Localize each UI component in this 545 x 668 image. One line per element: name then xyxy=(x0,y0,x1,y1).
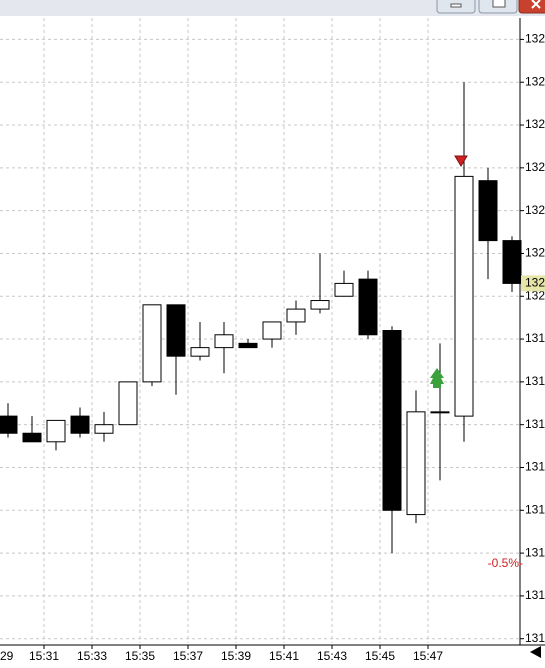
candle-body xyxy=(454,175,474,417)
y-tick-label: 132 xyxy=(525,32,545,46)
annotation: -0.5%- xyxy=(488,556,523,570)
candle-body xyxy=(358,278,378,336)
x-tick-label: 15:35 xyxy=(125,649,155,663)
x-tick-label: 15:47 xyxy=(413,649,443,663)
candle-body xyxy=(46,419,66,443)
x-tick-label: 15:43 xyxy=(317,649,347,663)
y-tick-label: 132 xyxy=(525,288,545,302)
sell-marker xyxy=(454,155,468,167)
candle-body xyxy=(22,432,42,443)
y-tick-label: 131 xyxy=(525,331,545,345)
y-tick-label: 131 xyxy=(525,545,545,559)
y-tick-label: 131 xyxy=(525,374,545,388)
y-tick-label: 132 xyxy=(525,203,545,217)
close-icon xyxy=(531,0,541,9)
candle-body xyxy=(118,381,138,426)
y-tick-label: 132 xyxy=(525,160,545,174)
candle-body xyxy=(430,411,450,414)
x-tick-label: 15:37 xyxy=(173,649,203,663)
candle-body xyxy=(166,304,186,357)
x-tick-label: 15:33 xyxy=(77,649,107,663)
minimize-icon xyxy=(450,3,462,8)
candle-body xyxy=(286,308,306,323)
candle-body xyxy=(502,240,522,284)
candle-body xyxy=(142,304,162,383)
last-price-tag xyxy=(521,275,545,292)
candle-body xyxy=(478,180,498,242)
close-button[interactable] xyxy=(518,0,545,14)
y-tick-label: 131 xyxy=(525,417,545,431)
x-tick-label: 15:45 xyxy=(365,649,395,663)
candle-body xyxy=(70,415,90,434)
y-tick-label: 131 xyxy=(525,588,545,602)
candle-body xyxy=(0,415,18,434)
y-tick-label: 131 xyxy=(525,502,545,516)
maximize-icon xyxy=(492,0,506,8)
last-price-label: 132 xyxy=(525,276,545,290)
y-tick-label: 131 xyxy=(525,631,545,645)
y-tick-label: 132 xyxy=(525,74,545,88)
candle-body xyxy=(262,321,282,340)
y-tick-label: 132 xyxy=(525,246,545,260)
title-bar xyxy=(0,0,545,16)
candle-body xyxy=(190,347,210,357)
y-tick-label: 131 xyxy=(525,460,545,474)
candle-body xyxy=(382,330,402,511)
buy-marker xyxy=(430,368,444,388)
candle-body xyxy=(214,334,234,349)
candle-body xyxy=(94,424,114,434)
candle-body xyxy=(334,282,354,297)
y-tick-label: 132 xyxy=(525,117,545,131)
candle-body xyxy=(238,342,258,349)
plot-area: 1321321321321321321321311311311311311311… xyxy=(0,18,545,663)
candle-body xyxy=(406,411,426,516)
candle-body xyxy=(310,300,330,310)
x-tick-label: 15:31 xyxy=(29,649,59,663)
x-tick-label: 29 xyxy=(0,649,14,663)
x-tick-label: 15:39 xyxy=(221,649,251,663)
x-tick-label: 15:41 xyxy=(269,649,299,663)
scroll-arrow[interactable] xyxy=(530,646,541,658)
